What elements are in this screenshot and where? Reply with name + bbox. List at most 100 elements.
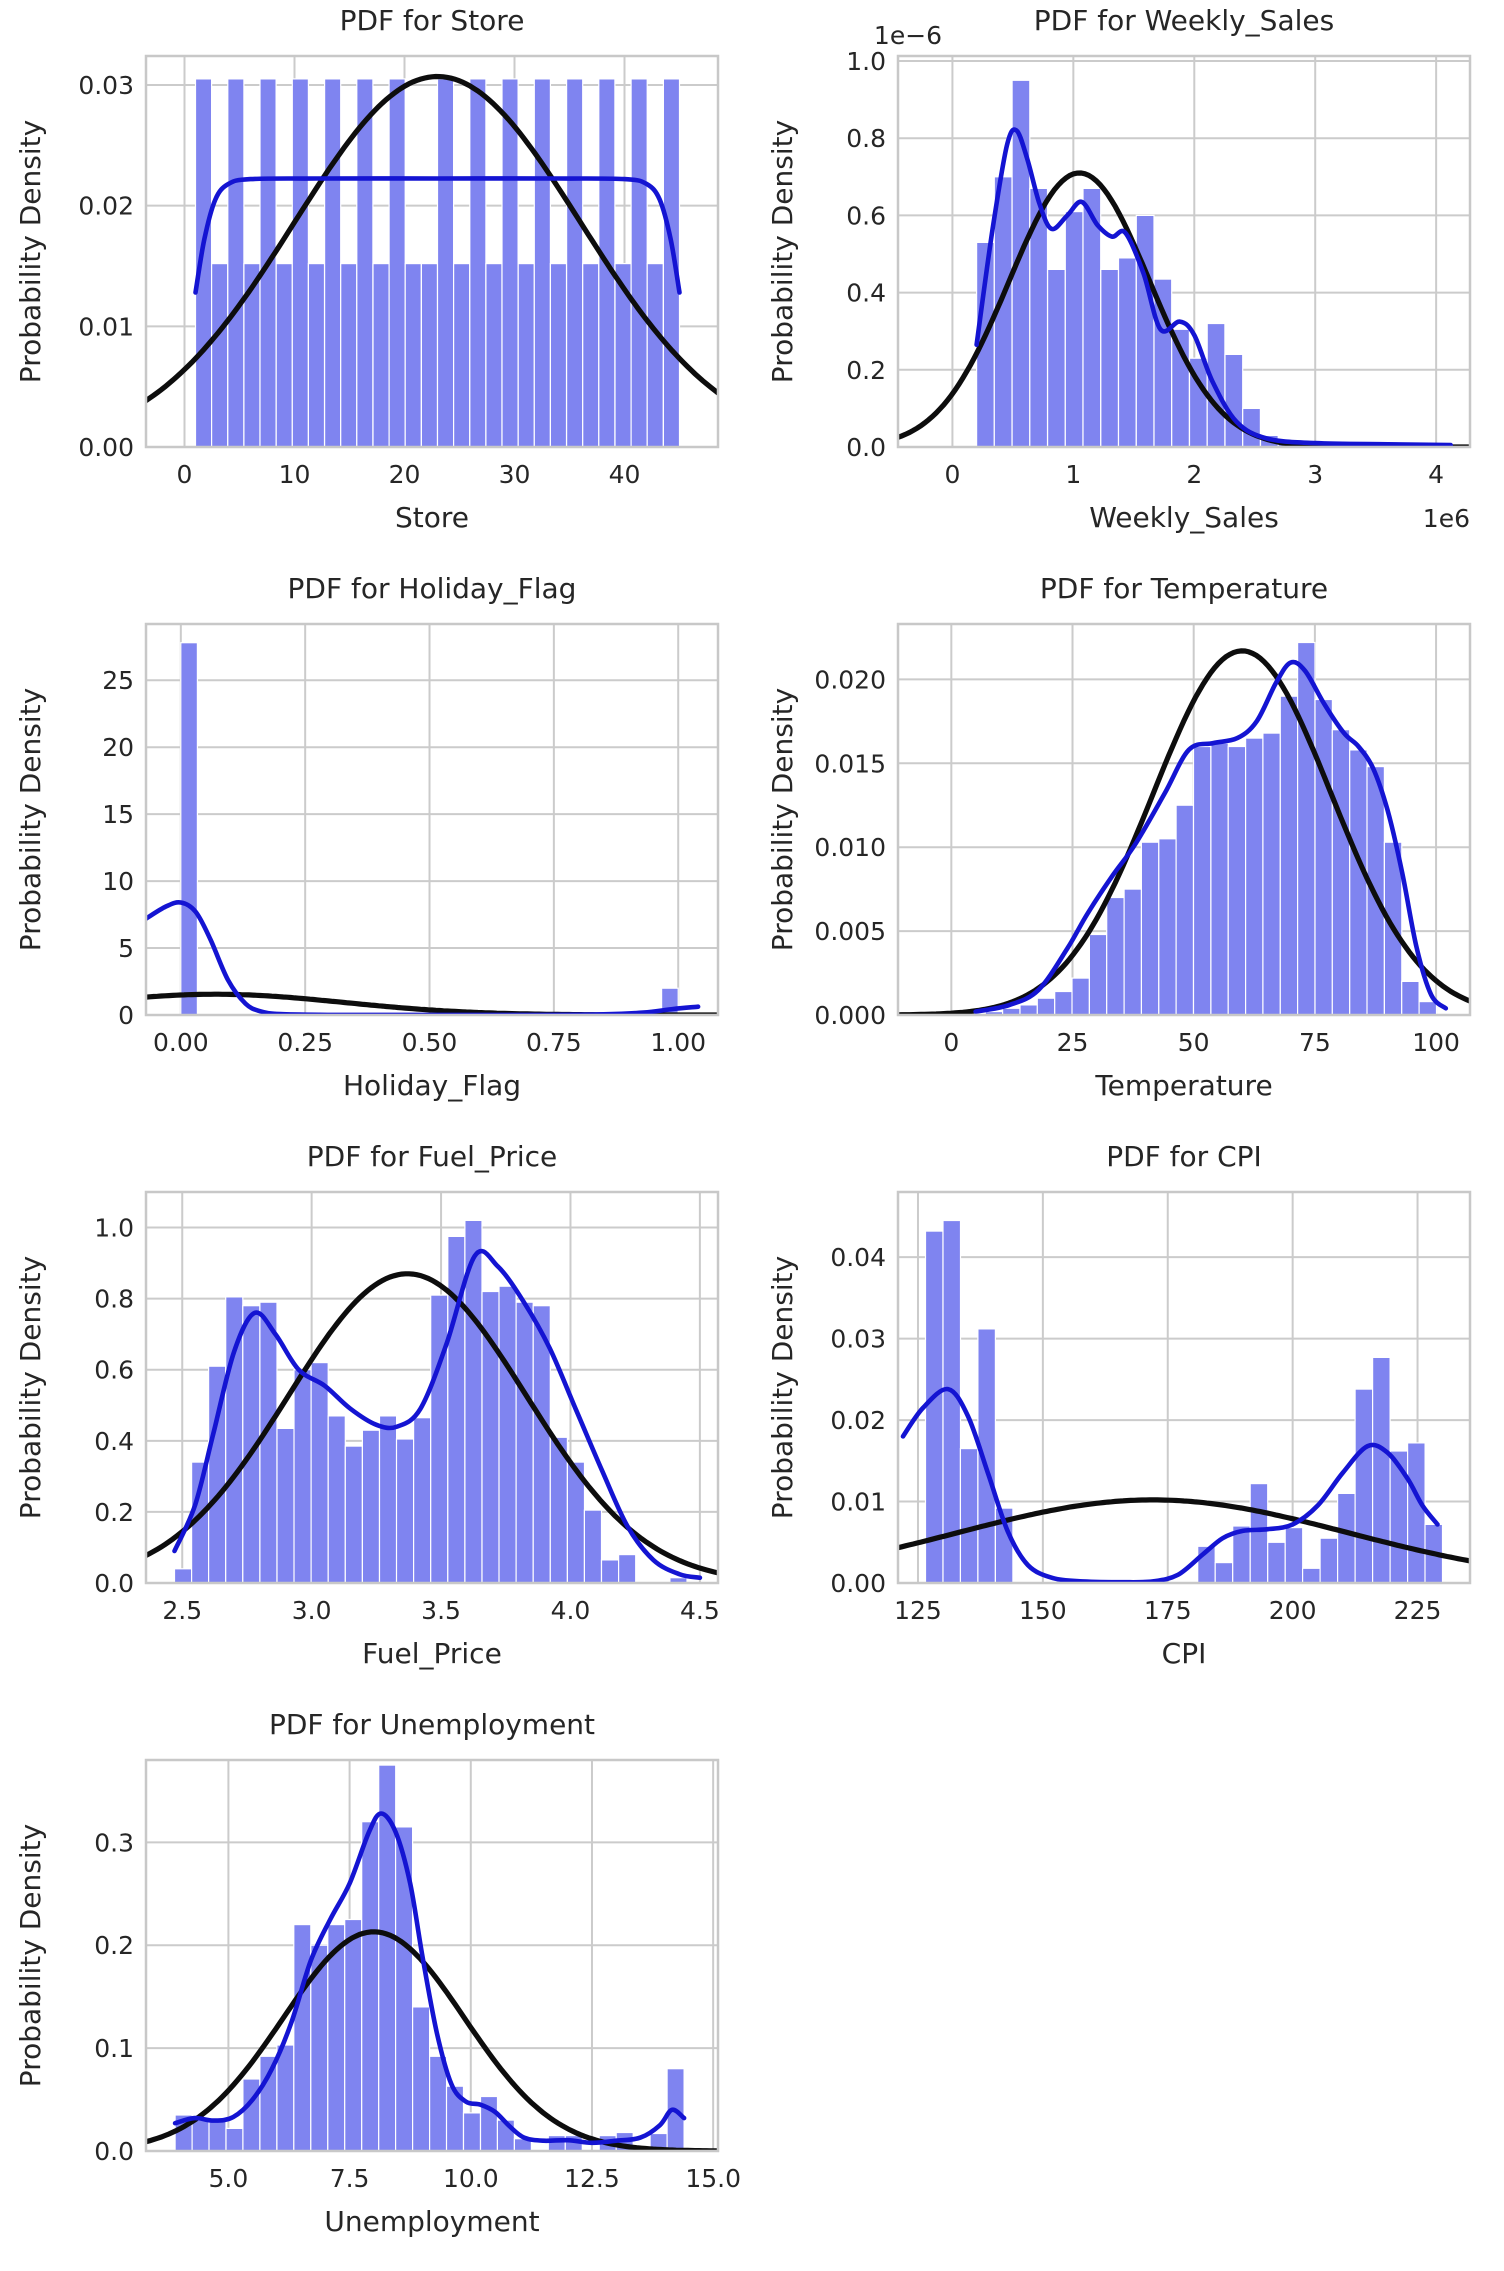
y-tick-label: 0.02	[830, 1406, 886, 1435]
y-tick-label: 0.0	[94, 2137, 134, 2166]
axes-spines	[896, 54, 1472, 449]
subplot-pdf-fuel-price: PDF for Fuel_Price 0.0 0.2 0.4 0.6 0.8 1.0 2.5 3…	[0, 1136, 752, 1704]
normal-fit-line	[898, 1497, 1470, 1564]
y-tick-label: 0.8	[94, 1285, 134, 1314]
empty-cell	[752, 1704, 1504, 2271]
chart-weekly_sales: PDF for Weekly_Sales 0.0 0.2 0.4 0.6 0.8 1.0 0 1…	[766, 4, 1472, 534]
y-tick-label: 10	[102, 867, 134, 896]
plot-title: PDF for Weekly_Sales	[1034, 4, 1334, 37]
x-tick-label: 10.0	[443, 2164, 499, 2193]
axes-spines	[896, 1190, 1472, 1585]
kde-line	[973, 659, 1449, 1014]
x-tick-label: 20	[389, 460, 421, 489]
y-tick-label: 0.04	[830, 1243, 886, 1272]
y-tick-label: 1.0	[94, 1214, 134, 1243]
subplot-pdf-cpi: PDF for CPI 0.00 0.01 0.02 0.03 0.04 125 150 175…	[752, 1136, 1504, 1704]
y-tick-label: 0.2	[94, 1931, 134, 1960]
plot-title: PDF for Store	[340, 4, 525, 37]
x-axis-label: Unemployment	[324, 2205, 539, 2238]
x-axis-label: Temperature	[1094, 1069, 1272, 1102]
y-axis-label: Probability Density	[14, 1824, 47, 2087]
subplot-pdf-unemployment: PDF for Unemployment 0.0 0.1 0.2 0.3 5.0 7.5 10…	[0, 1704, 752, 2271]
x-tick-label: 3	[1307, 460, 1323, 489]
y-tick-label: 0.6	[94, 1356, 134, 1385]
y-tick-label: 0.0	[846, 433, 886, 462]
y-tick-label: 0	[118, 1001, 134, 1030]
gridlines	[146, 624, 718, 1016]
normal-fit-line	[146, 73, 718, 404]
x-tick-label: 0.00	[153, 1028, 209, 1057]
y-axis-label: Probability Density	[14, 1256, 47, 1519]
x-tick-label: 2.5	[162, 1596, 202, 1625]
plot-title: PDF for Fuel_Price	[307, 1140, 557, 1173]
x-axis-offset-label: 1e6	[1423, 504, 1470, 533]
x-tick-label: 150	[1019, 1596, 1067, 1625]
x-tick-label: 0.75	[526, 1028, 582, 1057]
histogram-bars	[924, 1219, 1444, 1583]
kde-line	[172, 1248, 703, 1580]
y-axis-label: Probability Density	[14, 120, 47, 383]
x-tick-label: 0	[944, 460, 960, 489]
y-axis-label: Probability Density	[766, 1256, 799, 1519]
y-axis-label: Probability Density	[766, 120, 799, 383]
y-axis-offset-label: 1e−6	[874, 21, 942, 50]
y-tick-label: 0.1	[94, 2034, 134, 2063]
x-tick-label: 2	[1186, 460, 1202, 489]
x-tick-label: 225	[1394, 1596, 1442, 1625]
y-tick-label: 0.000	[814, 1001, 886, 1030]
plot-title: PDF for Holiday_Flag	[288, 572, 577, 605]
chart-temperature: PDF for Temperature 0.000 0.005 0.010 0.015 0…	[766, 572, 1472, 1102]
kde-line	[974, 127, 1453, 447]
y-tick-label: 20	[102, 733, 134, 762]
x-tick-label: 75	[1299, 1028, 1331, 1057]
chart-holiday_flag: PDF for Holiday_Flag 0 5 10 15 20 25 0.00 0.25 0.…	[14, 572, 720, 1102]
axes-spines	[896, 622, 1472, 1017]
x-tick-label: 0	[177, 460, 193, 489]
x-tick-label: 125	[894, 1596, 942, 1625]
x-tick-label: 3.5	[421, 1596, 461, 1625]
y-tick-label: 0.4	[846, 279, 886, 308]
x-axis-label: Store	[395, 501, 469, 534]
x-axis-label: Fuel_Price	[362, 1637, 502, 1670]
x-tick-label: 0.25	[277, 1028, 333, 1057]
x-tick-label: 4.0	[551, 1596, 591, 1625]
y-tick-label: 1.0	[846, 47, 886, 76]
x-axis-label: Holiday_Flag	[343, 1069, 521, 1102]
subplot-pdf-temperature: PDF for Temperature 0.000 0.005 0.010 0.015 0…	[752, 568, 1504, 1136]
plot-title: PDF for Unemployment	[269, 1708, 595, 1741]
x-tick-label: 4.5	[680, 1596, 720, 1625]
y-tick-label: 0.00	[830, 1569, 886, 1598]
kde-line	[900, 1386, 1440, 1583]
y-axis-label: Probability Density	[14, 688, 47, 951]
axes-spines	[144, 622, 720, 1017]
x-tick-label: 7.5	[330, 2164, 370, 2193]
x-tick-label: 50	[1178, 1028, 1210, 1057]
y-tick-label: 0.010	[814, 833, 886, 862]
x-tick-label: 100	[1412, 1028, 1460, 1057]
y-tick-label: 0.2	[94, 1498, 134, 1527]
histogram-bars	[173, 1219, 688, 1583]
y-tick-label: 25	[102, 666, 134, 695]
x-axis-label: CPI	[1162, 1637, 1207, 1670]
y-tick-label: 15	[102, 800, 134, 829]
y-tick-label: 0.03	[830, 1325, 886, 1354]
y-tick-label: 0.005	[814, 917, 886, 946]
y-tick-label: 0.6	[846, 201, 886, 230]
x-tick-label: 5.0	[209, 2164, 249, 2193]
y-tick-label: 0.3	[94, 1828, 134, 1857]
y-tick-label: 0.8	[846, 124, 886, 153]
subplot-pdf-weekly-sales: PDF for Weekly_Sales 0.0 0.2 0.4 0.6 0.8 1.0 0 1…	[752, 0, 1504, 568]
x-tick-label: 1	[1065, 460, 1081, 489]
axes-spines	[144, 54, 720, 449]
y-tick-label: 0.015	[814, 749, 886, 778]
normal-fit-line	[898, 170, 1470, 447]
x-tick-label: 1.00	[650, 1028, 706, 1057]
histogram-bars	[984, 641, 1438, 1015]
chart-unemployment: PDF for Unemployment 0.0 0.1 0.2 0.3 5.0 7.5 10…	[14, 1708, 741, 2238]
y-axis-label: Probability Density	[766, 688, 799, 951]
kde-line	[172, 1811, 687, 2146]
normal-fit-line	[146, 1929, 718, 2151]
x-tick-label: 175	[1144, 1596, 1192, 1625]
y-tick-label: 0.00	[78, 433, 134, 462]
